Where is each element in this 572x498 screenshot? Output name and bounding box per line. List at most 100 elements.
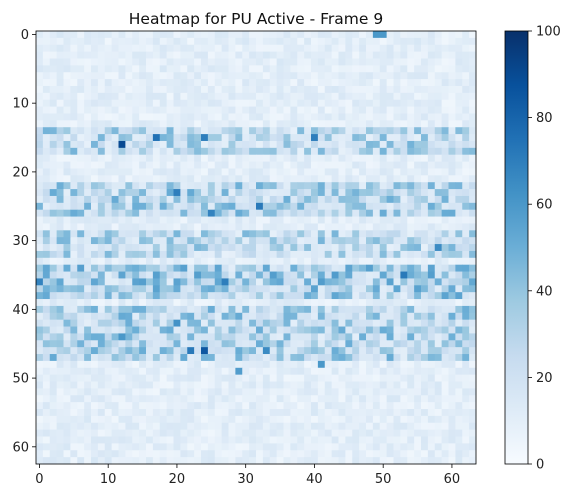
heatmap-cell (380, 382, 387, 389)
heatmap-cell (387, 196, 394, 203)
heatmap-cell (455, 155, 462, 162)
heatmap-cell (132, 292, 139, 299)
heatmap-cell (249, 450, 256, 457)
heatmap-cell (235, 251, 242, 258)
heatmap-cell (455, 58, 462, 65)
heatmap-cell (421, 134, 428, 141)
heatmap-cell (235, 182, 242, 189)
heatmap-cell (469, 182, 476, 189)
heatmap-cell (414, 223, 421, 230)
heatmap-cell (400, 162, 407, 169)
heatmap-cell (84, 230, 91, 237)
heatmap-cell (208, 52, 215, 59)
heatmap-cell (215, 320, 222, 327)
heatmap-cell (318, 320, 325, 327)
heatmap-cell (325, 168, 332, 175)
heatmap-cell (359, 148, 366, 155)
heatmap-cell (469, 141, 476, 148)
heatmap-cell (50, 320, 57, 327)
heatmap-cell (119, 196, 126, 203)
heatmap-cell (215, 237, 222, 244)
heatmap-cell (435, 340, 442, 347)
heatmap-cell (277, 423, 284, 430)
heatmap-cell (167, 162, 174, 169)
heatmap-cell (153, 148, 160, 155)
heatmap-cell (290, 409, 297, 416)
heatmap-cell (455, 368, 462, 375)
heatmap-cell (277, 375, 284, 382)
colorbar-tick-label: 100 (536, 25, 561, 40)
heatmap-cell (43, 93, 50, 100)
heatmap-cell (167, 437, 174, 444)
heatmap-cell (229, 100, 236, 107)
heatmap-cell (36, 423, 43, 430)
heatmap-cell (277, 38, 284, 45)
heatmap-cell (400, 244, 407, 251)
heatmap-cell (64, 65, 71, 72)
heatmap-cell (290, 210, 297, 217)
heatmap-cell (442, 100, 449, 107)
heatmap-cell (36, 258, 43, 265)
heatmap-cell (469, 450, 476, 457)
heatmap-cell (215, 65, 222, 72)
heatmap-cell (400, 437, 407, 444)
heatmap-cell (270, 38, 277, 45)
heatmap-cell (125, 443, 132, 450)
heatmap-cell (442, 285, 449, 292)
heatmap-cell (36, 107, 43, 114)
heatmap-cell (380, 450, 387, 457)
heatmap-cell (50, 409, 57, 416)
heatmap-cell (132, 230, 139, 237)
heatmap-cell (43, 52, 50, 59)
heatmap-cell (387, 292, 394, 299)
heatmap-cell (64, 230, 71, 237)
heatmap-cell (119, 113, 126, 120)
heatmap-cell (400, 320, 407, 327)
heatmap-cell (91, 450, 98, 457)
heatmap-cell (284, 45, 291, 52)
heatmap-cell (139, 38, 146, 45)
heatmap-cell (284, 333, 291, 340)
heatmap-cell (160, 388, 167, 395)
heatmap-cell (442, 72, 449, 79)
heatmap-cell (394, 168, 401, 175)
heatmap-cell (325, 189, 332, 196)
heatmap-cell (394, 258, 401, 265)
heatmap-cell (270, 375, 277, 382)
heatmap-cell (249, 402, 256, 409)
heatmap-cell (435, 38, 442, 45)
heatmap-cell (139, 93, 146, 100)
heatmap-cell (125, 134, 132, 141)
heatmap-cell (325, 210, 332, 217)
heatmap-cell (235, 272, 242, 279)
heatmap-cell (153, 306, 160, 313)
heatmap-cell (105, 141, 112, 148)
heatmap-cell (297, 430, 304, 437)
heatmap-cell (304, 31, 311, 38)
heatmap-cell (366, 354, 373, 361)
heatmap-cell (407, 450, 414, 457)
heatmap-cell (208, 430, 215, 437)
heatmap-cell (270, 113, 277, 120)
heatmap-cell (235, 443, 242, 450)
heatmap-cell (256, 58, 263, 65)
heatmap-cell (256, 113, 263, 120)
heatmap-cell (428, 141, 435, 148)
heatmap-cell (290, 217, 297, 224)
heatmap-cell (359, 58, 366, 65)
heatmap-cell (442, 113, 449, 120)
heatmap-cell (290, 72, 297, 79)
heatmap-cell (277, 395, 284, 402)
heatmap-cell (201, 210, 208, 217)
heatmap-cell (469, 217, 476, 224)
heatmap-cell (112, 127, 119, 134)
heatmap-cell (407, 416, 414, 423)
heatmap-cell (91, 423, 98, 430)
heatmap-cell (139, 313, 146, 320)
heatmap-cell (70, 258, 77, 265)
heatmap-cell (400, 203, 407, 210)
heatmap-cell (187, 272, 194, 279)
heatmap-cell (180, 168, 187, 175)
heatmap-cell (119, 423, 126, 430)
heatmap-cell (297, 107, 304, 114)
